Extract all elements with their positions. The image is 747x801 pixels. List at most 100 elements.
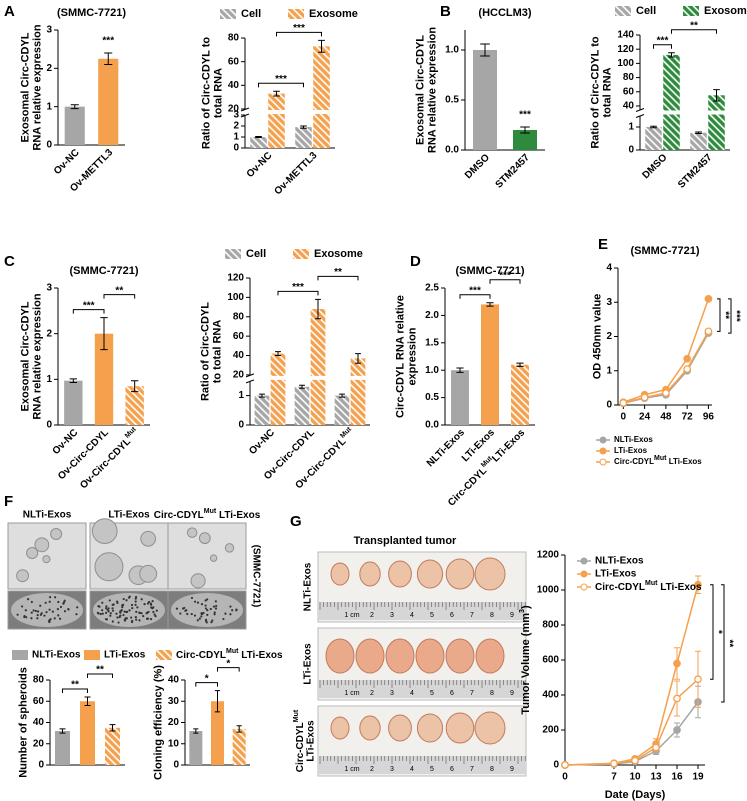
y-tick-label: 20 bbox=[168, 717, 180, 728]
y-tick-label: 0.5 bbox=[425, 392, 439, 403]
colony bbox=[27, 597, 30, 601]
x-tick-label: Ov-NC bbox=[51, 427, 81, 457]
colony bbox=[150, 606, 153, 609]
marker bbox=[673, 726, 681, 734]
panel-letter: C bbox=[4, 253, 15, 270]
colony bbox=[183, 606, 186, 610]
y-axis-label: Ratio of Circ-CDYL to bbox=[201, 37, 213, 150]
ruler-number: 3 bbox=[390, 690, 394, 697]
y-axis-label: Exosomal Circ-CDYL bbox=[414, 35, 426, 145]
colony bbox=[115, 612, 118, 615]
legend-label: Circ-CDYLMut LTi-Exos bbox=[595, 580, 702, 592]
significance-bracket bbox=[258, 82, 304, 88]
y-tick-label: 1 bbox=[233, 132, 239, 143]
y-tick-label: 0 bbox=[46, 140, 52, 151]
error-bar bbox=[130, 380, 139, 393]
ruler bbox=[318, 756, 526, 774]
x-tick-label: 10 bbox=[629, 772, 641, 783]
significance-label: ** bbox=[96, 665, 104, 676]
tumor bbox=[475, 638, 505, 674]
marker bbox=[631, 756, 639, 765]
legend-label: NLTi-Exos bbox=[32, 650, 81, 661]
colony bbox=[222, 617, 225, 621]
y-axis-label: to total RNA bbox=[211, 320, 223, 384]
colony bbox=[131, 619, 134, 623]
column-label: NLTi-Exos bbox=[23, 510, 72, 521]
error-bar bbox=[100, 317, 108, 351]
y-tick-label: 60 bbox=[233, 331, 245, 342]
significance-bracket bbox=[277, 290, 319, 296]
y-tick-label: 80 bbox=[228, 33, 240, 44]
spheroid bbox=[209, 554, 218, 562]
panel-letter: F bbox=[4, 493, 13, 510]
tumor bbox=[474, 711, 506, 745]
colony bbox=[48, 620, 51, 624]
colony bbox=[147, 610, 150, 614]
colony bbox=[24, 609, 27, 612]
y-tick-label: 1.5 bbox=[425, 337, 439, 348]
colony bbox=[58, 617, 62, 620]
marker bbox=[610, 759, 618, 768]
y-tick-label: 3 bbox=[46, 283, 52, 294]
legend-label: Exosome bbox=[309, 8, 358, 20]
y-tick-label: 0 bbox=[173, 760, 179, 771]
error-bar bbox=[318, 39, 325, 53]
y-tick-label: 0 bbox=[553, 760, 559, 771]
colony bbox=[138, 619, 141, 622]
y-axis-label: RNA relative expression bbox=[32, 293, 44, 419]
bar bbox=[105, 727, 120, 765]
bar bbox=[451, 370, 469, 425]
colony bbox=[128, 595, 131, 598]
ruler-number: 1 cm bbox=[344, 612, 359, 619]
axis-break bbox=[635, 110, 733, 115]
tumor bbox=[474, 557, 506, 591]
colony bbox=[118, 615, 121, 619]
y-tick-label: 1 bbox=[46, 374, 52, 385]
significance-label: *** bbox=[657, 35, 669, 46]
spheroid bbox=[198, 532, 211, 545]
tumor bbox=[416, 559, 444, 589]
x-tick-label: 24 bbox=[639, 412, 651, 423]
superscript: Mut bbox=[124, 426, 138, 440]
colony bbox=[76, 606, 79, 609]
colony bbox=[147, 600, 151, 604]
error-bar bbox=[104, 52, 113, 65]
y-tick-label: 140 bbox=[617, 30, 634, 41]
error-bar bbox=[355, 353, 361, 364]
error-bar bbox=[84, 696, 91, 706]
ruler-number: 9 bbox=[510, 766, 514, 773]
colony bbox=[146, 602, 150, 605]
colony bbox=[142, 615, 145, 618]
bar bbox=[295, 127, 312, 148]
significance-bracket bbox=[72, 309, 105, 314]
y-axis-label: RNA relative expression bbox=[426, 27, 438, 153]
colony bbox=[122, 603, 125, 606]
tumor bbox=[445, 712, 475, 744]
significance-bracket bbox=[671, 29, 717, 34]
colony bbox=[117, 621, 120, 624]
error-bar bbox=[275, 351, 281, 357]
spheroid bbox=[224, 543, 235, 553]
colony bbox=[212, 605, 216, 608]
y-axis-label: Circ-CDYL RNA relative bbox=[394, 295, 406, 418]
legend-marker bbox=[580, 570, 588, 578]
chart-title: (HCCLM3) bbox=[478, 7, 531, 19]
colony bbox=[136, 606, 139, 609]
significance-label: *** bbox=[293, 23, 305, 34]
chart-title: (SMMC-7721) bbox=[630, 245, 699, 257]
colony bbox=[193, 614, 197, 617]
colony bbox=[119, 610, 122, 613]
marker bbox=[673, 659, 681, 668]
bar bbox=[350, 358, 366, 425]
marker bbox=[694, 580, 702, 589]
colony bbox=[190, 596, 194, 600]
error-bar bbox=[236, 725, 242, 733]
colony bbox=[122, 597, 125, 601]
colony bbox=[59, 605, 63, 609]
x-tick-label: Ov-NC bbox=[245, 150, 275, 180]
y-tick-label: 1 bbox=[606, 365, 612, 376]
column-label: Circ-CDYLMut LTi-Exos bbox=[154, 508, 261, 520]
colony bbox=[125, 610, 128, 614]
legend-label: NLTi-Exos bbox=[614, 435, 653, 444]
dish bbox=[11, 593, 83, 627]
